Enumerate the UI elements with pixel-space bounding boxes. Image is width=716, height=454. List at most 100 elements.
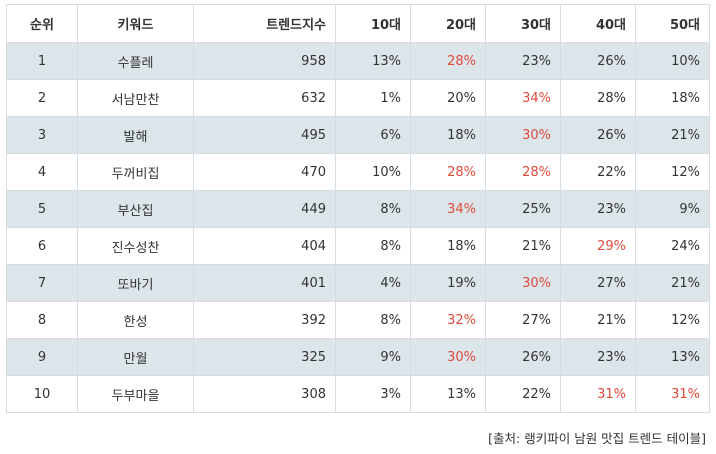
age-50s-cell: 13% — [635, 338, 710, 376]
table-row: 5 부산집 449 8% 34% 25% 23% 9% — [6, 190, 710, 228]
trend-table: 순위 키워드 트렌드지수 10대 20대 30대 40대 50대 1 수플레 958… — [6, 4, 710, 413]
rank-cell: 1 — [6, 42, 78, 80]
age-20s-cell: 30% — [410, 338, 486, 376]
table-row: 3 발해 495 6% 18% 30% 26% 21% — [6, 116, 710, 154]
trend-index-cell: 449 — [193, 190, 336, 228]
table-row: 2 서남만찬 632 1% 20% 34% 28% 18% — [6, 79, 710, 117]
keyword-cell: 수플레 — [77, 42, 194, 80]
age-40s-cell: 31% — [560, 375, 636, 413]
age-50s-cell: 12% — [635, 153, 710, 191]
trend-index-cell: 495 — [193, 116, 336, 154]
trend-index-cell: 632 — [193, 79, 336, 117]
header-age-40s: 40대 — [560, 4, 636, 43]
age-40s-cell: 23% — [560, 190, 636, 228]
age-20s-cell: 28% — [410, 153, 486, 191]
table-row: 9 만월 325 9% 30% 26% 23% 13% — [6, 338, 710, 376]
trend-index-cell: 470 — [193, 153, 336, 191]
age-50s-cell: 10% — [635, 42, 710, 80]
table-row: 8 한성 392 8% 32% 27% 21% 12% — [6, 301, 710, 339]
rank-cell: 10 — [6, 375, 78, 413]
trend-index-cell: 392 — [193, 301, 336, 339]
table-body: 1 수플레 958 13% 28% 23% 26% 10% 2 서남만찬 632 1% 20% 34% 28… — [6, 42, 710, 413]
age-10s-cell: 10% — [335, 153, 411, 191]
age-40s-cell: 23% — [560, 338, 636, 376]
age-10s-cell: 1% — [335, 79, 411, 117]
rank-cell: 6 — [6, 227, 78, 265]
age-30s-cell: 30% — [485, 116, 561, 154]
keyword-cell: 두꺼비집 — [77, 153, 194, 191]
table-row: 1 수플레 958 13% 28% 23% 26% 10% — [6, 42, 710, 80]
age-50s-cell: 9% — [635, 190, 710, 228]
rank-cell: 2 — [6, 79, 78, 117]
age-20s-cell: 28% — [410, 42, 486, 80]
trend-index-cell: 325 — [193, 338, 336, 376]
age-50s-cell: 31% — [635, 375, 710, 413]
age-30s-cell: 34% — [485, 79, 561, 117]
age-20s-cell: 20% — [410, 79, 486, 117]
table-row: 4 두꺼비집 470 10% 28% 28% 22% 12% — [6, 153, 710, 191]
header-keyword: 키워드 — [77, 4, 194, 43]
age-10s-cell: 8% — [335, 227, 411, 265]
rank-cell: 5 — [6, 190, 78, 228]
age-50s-cell: 24% — [635, 227, 710, 265]
header-age-20s: 20대 — [410, 4, 486, 43]
trend-index-cell: 401 — [193, 264, 336, 302]
age-40s-cell: 27% — [560, 264, 636, 302]
header-age-10s: 10대 — [335, 4, 411, 43]
keyword-cell: 발해 — [77, 116, 194, 154]
table-header: 순위 키워드 트렌드지수 10대 20대 30대 40대 50대 — [6, 4, 710, 43]
age-40s-cell: 29% — [560, 227, 636, 265]
keyword-cell: 한성 — [77, 301, 194, 339]
age-50s-cell: 12% — [635, 301, 710, 339]
age-10s-cell: 6% — [335, 116, 411, 154]
header-trend-index: 트렌드지수 — [193, 4, 336, 43]
trend-index-cell: 958 — [193, 42, 336, 80]
age-10s-cell: 8% — [335, 190, 411, 228]
rank-cell: 3 — [6, 116, 78, 154]
rank-cell: 4 — [6, 153, 78, 191]
age-20s-cell: 18% — [410, 227, 486, 265]
keyword-cell: 또바기 — [77, 264, 194, 302]
age-20s-cell: 19% — [410, 264, 486, 302]
keyword-cell: 부산집 — [77, 190, 194, 228]
table-row: 7 또바기 401 4% 19% 30% 27% 21% — [6, 264, 710, 302]
header-rank: 순위 — [6, 4, 78, 43]
source-caption: [출처: 랭키파이 남원 맛집 트렌드 테이블] — [488, 431, 706, 446]
age-30s-cell: 27% — [485, 301, 561, 339]
age-30s-cell: 23% — [485, 42, 561, 80]
age-10s-cell: 4% — [335, 264, 411, 302]
trend-index-cell: 404 — [193, 227, 336, 265]
age-10s-cell: 9% — [335, 338, 411, 376]
age-50s-cell: 21% — [635, 264, 710, 302]
age-20s-cell: 18% — [410, 116, 486, 154]
age-40s-cell: 28% — [560, 79, 636, 117]
keyword-cell: 두부마을 — [77, 375, 194, 413]
age-30s-cell: 30% — [485, 264, 561, 302]
age-40s-cell: 26% — [560, 116, 636, 154]
age-10s-cell: 3% — [335, 375, 411, 413]
age-20s-cell: 13% — [410, 375, 486, 413]
age-20s-cell: 34% — [410, 190, 486, 228]
keyword-cell: 서남만찬 — [77, 79, 194, 117]
age-50s-cell: 18% — [635, 79, 710, 117]
age-30s-cell: 26% — [485, 338, 561, 376]
table-row: 6 진수성찬 404 8% 18% 21% 29% 24% — [6, 227, 710, 265]
rank-cell: 9 — [6, 338, 78, 376]
header-row: 순위 키워드 트렌드지수 10대 20대 30대 40대 50대 — [6, 4, 710, 43]
age-10s-cell: 13% — [335, 42, 411, 80]
header-age-30s: 30대 — [485, 4, 561, 43]
age-30s-cell: 22% — [485, 375, 561, 413]
age-40s-cell: 22% — [560, 153, 636, 191]
age-20s-cell: 32% — [410, 301, 486, 339]
keyword-cell: 진수성찬 — [77, 227, 194, 265]
trend-index-cell: 308 — [193, 375, 336, 413]
age-40s-cell: 21% — [560, 301, 636, 339]
age-50s-cell: 21% — [635, 116, 710, 154]
table-row: 10 두부마을 308 3% 13% 22% 31% 31% — [6, 375, 710, 413]
age-30s-cell: 25% — [485, 190, 561, 228]
rank-cell: 8 — [6, 301, 78, 339]
age-30s-cell: 21% — [485, 227, 561, 265]
age-30s-cell: 28% — [485, 153, 561, 191]
age-10s-cell: 8% — [335, 301, 411, 339]
